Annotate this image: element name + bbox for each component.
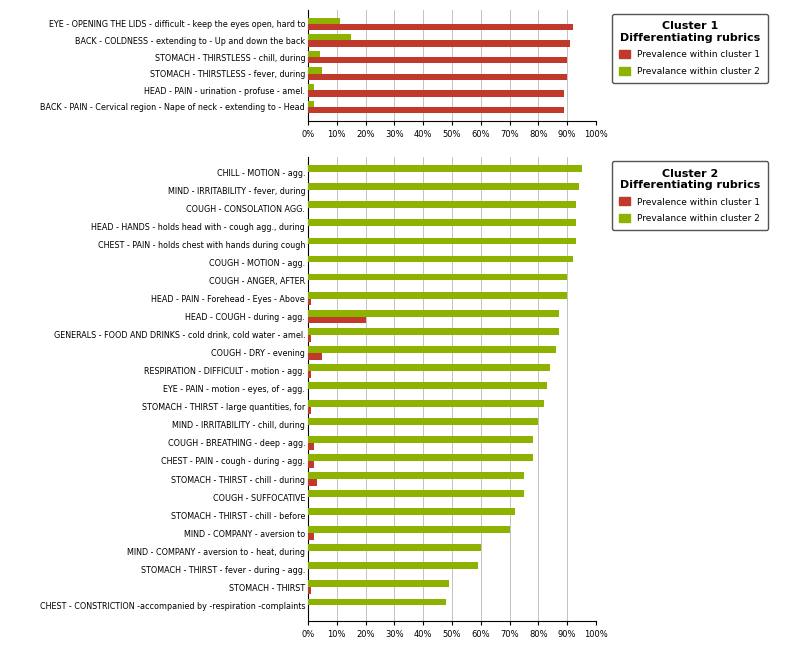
Bar bbox=[308, 73, 567, 80]
Bar bbox=[308, 202, 576, 208]
Bar bbox=[308, 588, 311, 594]
Bar bbox=[308, 533, 314, 540]
Bar bbox=[308, 101, 314, 107]
Bar bbox=[308, 454, 533, 461]
Bar bbox=[308, 545, 481, 551]
Bar bbox=[308, 84, 314, 90]
Bar bbox=[308, 328, 558, 335]
Bar bbox=[308, 18, 340, 24]
Bar bbox=[308, 298, 311, 306]
Legend: Prevalence within cluster 1, Prevalance within cluster 2: Prevalence within cluster 1, Prevalance … bbox=[612, 161, 767, 230]
Bar bbox=[308, 24, 573, 30]
Bar bbox=[308, 90, 564, 97]
Bar bbox=[308, 220, 576, 226]
Bar bbox=[308, 51, 319, 57]
Bar bbox=[308, 165, 582, 172]
Bar bbox=[308, 292, 567, 298]
Bar bbox=[308, 107, 564, 113]
Legend: Prevalence within cluster 1, Prevalance within cluster 2: Prevalence within cluster 1, Prevalance … bbox=[612, 14, 767, 83]
Bar bbox=[308, 490, 524, 497]
Bar bbox=[308, 443, 314, 450]
Bar bbox=[308, 382, 547, 389]
Bar bbox=[308, 183, 578, 190]
Bar bbox=[308, 526, 510, 533]
Bar bbox=[308, 68, 322, 73]
Bar bbox=[308, 34, 351, 40]
Bar bbox=[308, 310, 558, 317]
Bar bbox=[308, 317, 366, 324]
Bar bbox=[308, 562, 478, 569]
Bar bbox=[308, 335, 311, 341]
Bar bbox=[308, 418, 538, 425]
Bar bbox=[308, 353, 322, 359]
Bar bbox=[308, 599, 446, 605]
Bar bbox=[308, 364, 550, 370]
Bar bbox=[308, 436, 533, 443]
Bar bbox=[308, 508, 515, 515]
Bar bbox=[308, 237, 576, 244]
Bar bbox=[308, 461, 314, 468]
Bar bbox=[308, 370, 311, 378]
Bar bbox=[308, 346, 556, 353]
Bar bbox=[308, 479, 317, 486]
Bar bbox=[308, 407, 311, 413]
Bar bbox=[308, 40, 570, 47]
Bar bbox=[308, 472, 524, 479]
Bar bbox=[308, 57, 567, 64]
Bar bbox=[308, 255, 573, 263]
Bar bbox=[308, 400, 544, 407]
Bar bbox=[308, 274, 567, 281]
Bar bbox=[308, 580, 449, 588]
